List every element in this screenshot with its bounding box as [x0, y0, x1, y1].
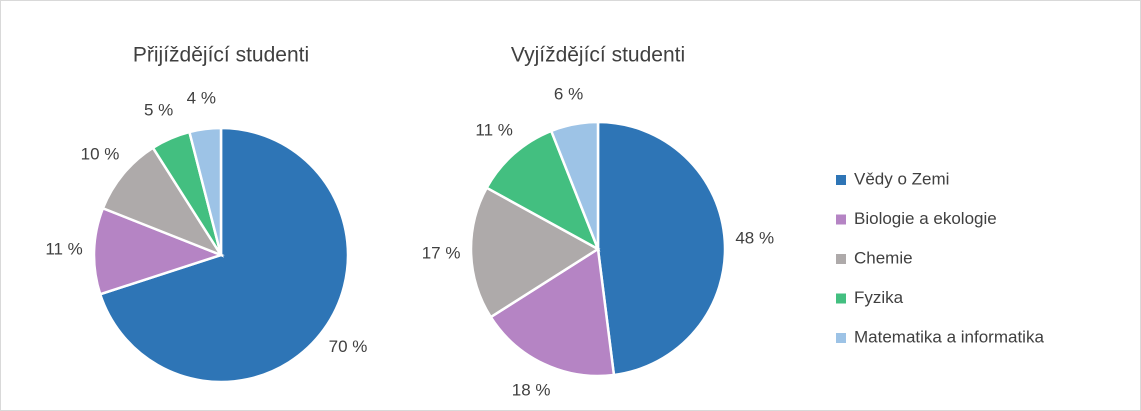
legend-swatch [836, 293, 846, 304]
data-label: 11 % [475, 121, 513, 140]
pie-slice [596, 120, 727, 377]
pie-slice [489, 246, 616, 378]
legend-label: Biologie a ekologie [854, 209, 997, 228]
chart-title: Vyjíždějící studenti [511, 44, 685, 67]
legend-swatch [836, 333, 846, 343]
legend-swatch [836, 254, 846, 264]
pie-slice [485, 129, 601, 252]
data-label: 11 % [45, 240, 83, 259]
data-label: 70 % [329, 337, 368, 356]
data-label: 5 % [144, 100, 173, 119]
pie-slice [92, 206, 225, 296]
pie-slice [549, 120, 600, 250]
data-label: 10 % [81, 144, 120, 163]
data-label: 4 % [187, 89, 216, 108]
legend-label: Chemie [854, 248, 913, 267]
chart-title: Přijíždějící studenti [133, 44, 309, 67]
pie-slice [469, 186, 601, 319]
legend-label: Fyzika [854, 288, 904, 307]
legend-swatch [836, 214, 846, 225]
legend-swatch [836, 175, 846, 185]
legend-label: Matematika a informatika [854, 327, 1044, 346]
legend-label: Vědy o Zemi [854, 169, 949, 188]
data-label: 17 % [422, 243, 461, 262]
data-label: 18 % [512, 381, 551, 400]
data-label: 6 % [554, 84, 583, 103]
pie-slice [101, 146, 225, 258]
data-label: 48 % [735, 229, 774, 248]
pie-slice [187, 126, 223, 256]
